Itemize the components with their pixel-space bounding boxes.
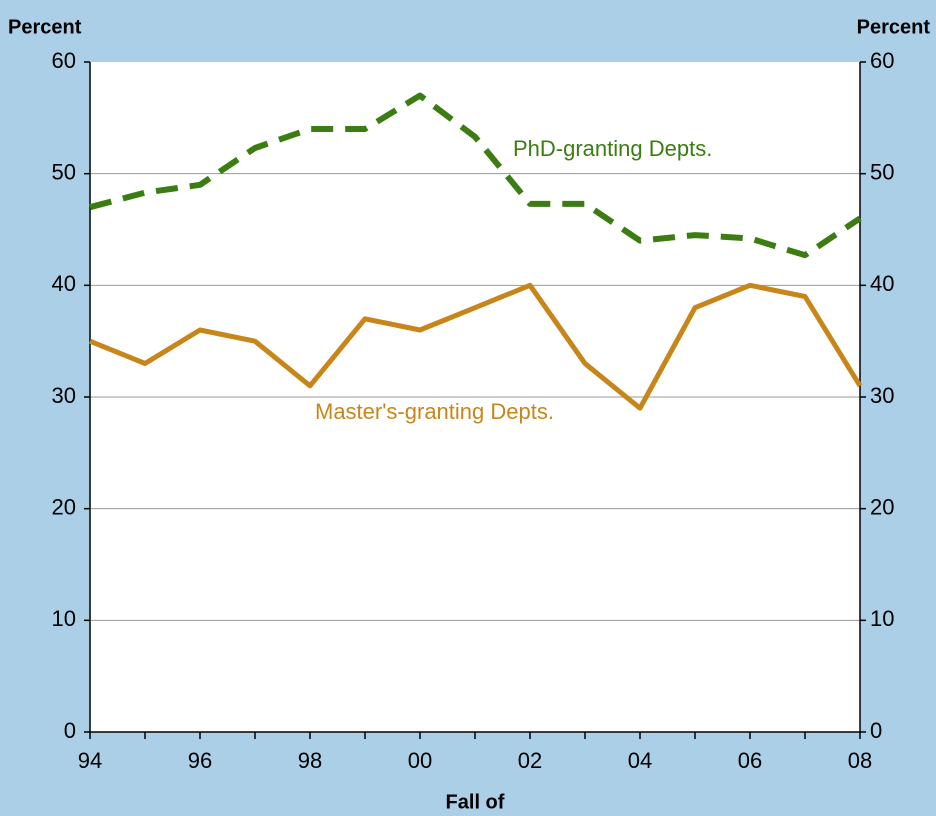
series-line	[89, 92, 862, 259]
x-tick-label: 02	[518, 748, 542, 773]
y-tick-label: 60	[52, 48, 76, 73]
series-label: Master's-granting Depts.	[315, 399, 554, 424]
y-tick-label: 50	[52, 159, 76, 184]
series-label: PhD-granting Depts.	[513, 136, 712, 161]
y2-tick-label: 20	[870, 494, 894, 519]
x-tick-label: 94	[78, 748, 102, 773]
series-line	[89, 282, 863, 411]
y-tick-label: 10	[52, 606, 76, 631]
y2-tick-label: 10	[870, 606, 894, 631]
y2-tick-label: 60	[870, 48, 894, 73]
y-tick-label: 30	[52, 383, 76, 408]
y2-tick-label: 40	[870, 271, 894, 296]
x-axis-title: Fall of	[446, 791, 505, 813]
y-axis-title: Percent	[8, 16, 82, 38]
y-tick-label: 40	[52, 271, 76, 296]
y2-tick-label: 30	[870, 383, 894, 408]
x-tick-label: 96	[188, 748, 212, 773]
x-tick-label: 08	[848, 748, 872, 773]
x-tick-label: 04	[628, 748, 652, 773]
y-tick-label: 20	[52, 494, 76, 519]
x-tick-label: 98	[298, 748, 322, 773]
y2-tick-label: 0	[870, 718, 882, 743]
y2-tick-label: 50	[870, 159, 894, 184]
x-tick-label: 06	[738, 748, 762, 773]
y-tick-label: 0	[64, 718, 76, 743]
y2-axis-title: Percent	[857, 16, 931, 38]
x-tick-label: 00	[408, 748, 432, 773]
